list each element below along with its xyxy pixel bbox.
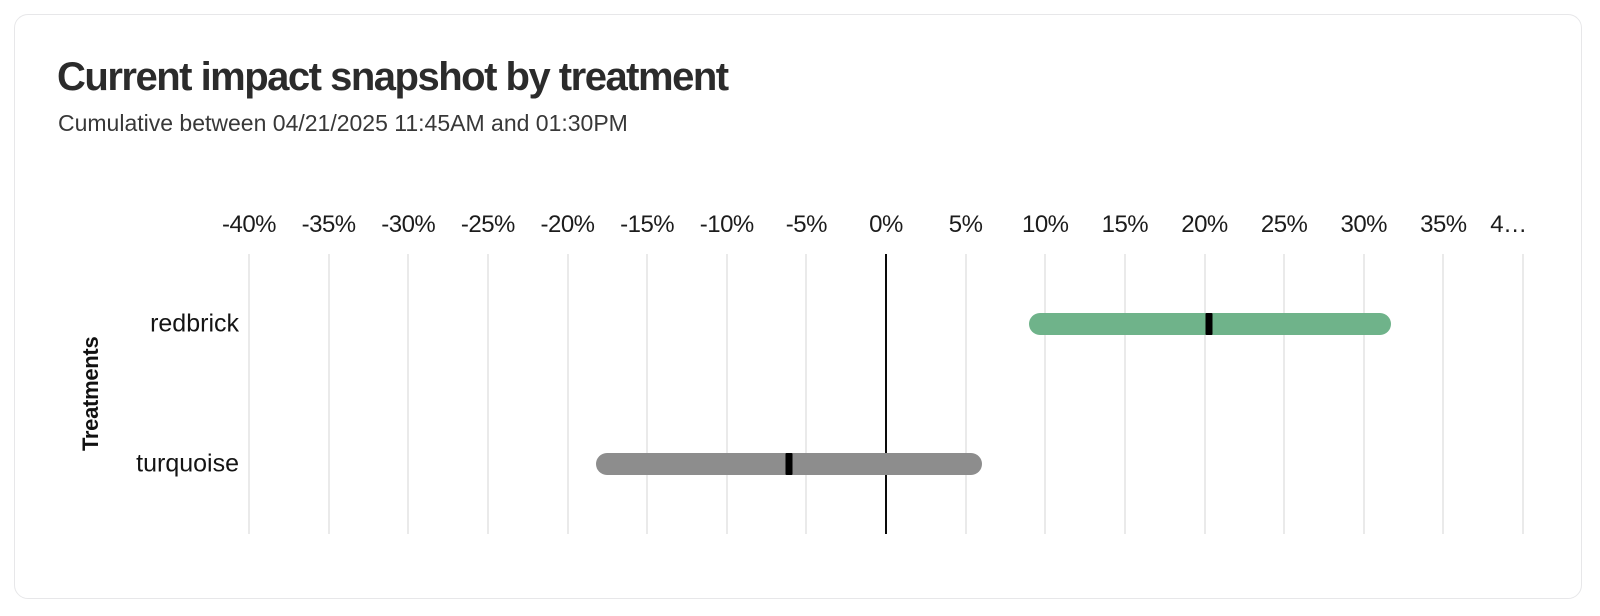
chart-subtitle: Cumulative between 04/21/2025 11:45AM an… bbox=[58, 110, 628, 136]
category-label-turquoise: turquoise bbox=[136, 449, 239, 478]
gridline bbox=[1522, 254, 1524, 534]
gridline bbox=[407, 254, 410, 534]
x-tick-label: -10% bbox=[699, 211, 755, 238]
category-label-redbrick: redbrick bbox=[150, 309, 239, 338]
gridline bbox=[1044, 254, 1047, 534]
gridline bbox=[566, 254, 569, 534]
plot-area bbox=[248, 254, 1524, 534]
x-tick-label: -15% bbox=[620, 211, 675, 238]
chart-title: Current impact snapshot by treatment bbox=[57, 55, 729, 99]
x-tick-label: 25% bbox=[1260, 211, 1308, 238]
x-tick-label: 20% bbox=[1181, 211, 1228, 238]
x-tick-label: -20% bbox=[540, 211, 595, 238]
gridline bbox=[486, 254, 489, 534]
x-tick-label: 5% bbox=[948, 211, 983, 238]
gridline bbox=[1362, 254, 1365, 534]
x-tick-label: 4… bbox=[1490, 211, 1527, 238]
x-tick-label: 15% bbox=[1101, 211, 1149, 238]
gridline bbox=[646, 254, 649, 534]
point-marker-redbrick bbox=[1205, 313, 1213, 335]
x-tick-label: 35% bbox=[1420, 211, 1467, 238]
x-tick-label: -5% bbox=[785, 211, 828, 238]
gridline bbox=[327, 254, 330, 534]
gridline bbox=[1123, 254, 1126, 534]
impact-snapshot-card: Current impact snapshot by treatment Cum… bbox=[14, 14, 1582, 599]
gridline bbox=[1203, 254, 1206, 534]
point-marker-turquoise bbox=[785, 453, 793, 475]
x-axis: -40% -35% -30% -25% -20% -15% -10% -5% 0% 5% 10% 15… bbox=[222, 207, 1527, 239]
gridline bbox=[964, 254, 967, 534]
gridline bbox=[1442, 254, 1445, 534]
x-tick-label: 0% bbox=[869, 211, 903, 238]
gridline bbox=[805, 254, 808, 534]
zero-axis-line bbox=[885, 254, 887, 534]
x-tick-label: -30% bbox=[381, 211, 436, 238]
x-tick-label: 30% bbox=[1340, 211, 1388, 238]
gridline bbox=[725, 254, 728, 534]
x-tick-label: 10% bbox=[1021, 211, 1069, 238]
gridline bbox=[1283, 254, 1286, 534]
x-tick-label: -35% bbox=[301, 211, 357, 238]
x-tick-label: -25% bbox=[460, 211, 516, 238]
x-tick-label: -40% bbox=[221, 211, 277, 238]
category-labels: redbrick turquoise bbox=[15, 254, 239, 534]
gridline bbox=[248, 254, 250, 534]
